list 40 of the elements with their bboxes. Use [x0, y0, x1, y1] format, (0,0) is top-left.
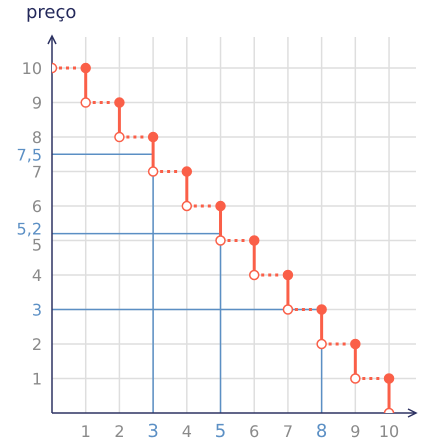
x-tick-label: 5 [214, 421, 226, 442]
point [182, 200, 192, 212]
point [182, 166, 192, 177]
y-tick-label: 1 [32, 370, 42, 389]
y-tick-label: 2 [32, 335, 42, 354]
y-tick-label: 4 [32, 266, 42, 286]
y-tick-label: 10 [22, 59, 42, 78]
x-tick-label: 7 [282, 422, 294, 441]
x-tick-label: 1 [80, 422, 91, 441]
point [80, 97, 91, 108]
point [114, 132, 125, 142]
x-tick-label: 8 [316, 421, 328, 442]
x-tick-label: 6 [249, 422, 260, 441]
point [148, 166, 158, 177]
point [114, 97, 125, 108]
point [248, 235, 260, 246]
point [215, 200, 226, 212]
point [282, 304, 294, 315]
point [316, 338, 327, 350]
y-tick-label: 9 [32, 94, 42, 113]
y-tick-label: 8 [32, 128, 42, 148]
x-tick-label: 2 [114, 422, 124, 441]
point [384, 373, 394, 384]
point [148, 132, 158, 142]
point [248, 270, 260, 280]
x-tick-label: 9 [350, 422, 360, 441]
point [80, 62, 91, 74]
point [215, 235, 226, 246]
y-axis-title: preço [26, 2, 76, 23]
y-tick-label: 6 [32, 197, 42, 216]
y-tick-label: 3 [32, 300, 42, 320]
x-tick-label: 3 [147, 421, 159, 442]
x-tick-label: 4 [182, 422, 192, 441]
point [350, 338, 361, 350]
y-tick-label: 7 [32, 162, 42, 182]
point [350, 373, 361, 384]
point [282, 270, 294, 280]
point [316, 304, 327, 315]
y-tick-label: 7,5 [16, 145, 42, 164]
x-tick-label: 10 [378, 422, 400, 441]
